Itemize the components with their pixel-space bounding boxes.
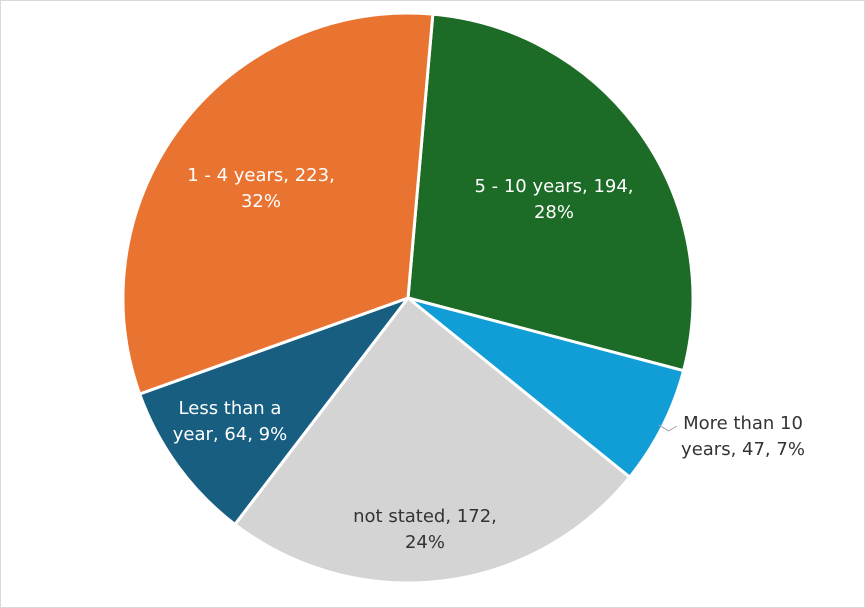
slice-label-line: 1 - 4 years, 223, bbox=[187, 165, 335, 186]
slice-label-line: 24% bbox=[405, 532, 445, 553]
pie-slices bbox=[121, 11, 695, 585]
slice-label-not-stated: not stated, 172, 24% bbox=[353, 506, 497, 553]
slice-label-line: Less than a bbox=[179, 398, 282, 419]
slice-label-5-10-years: 5 - 10 years, 194, 28% bbox=[474, 176, 633, 223]
slice-labels: 5 - 10 years, 194, 28% More than 10 years, … bbox=[173, 165, 805, 553]
leader-lines bbox=[658, 424, 678, 432]
slice-label-line: 5 - 10 years, 194, bbox=[474, 176, 633, 197]
slice-label-line: More than 10 bbox=[683, 413, 803, 434]
slice-label-1-4-years: 1 - 4 years, 223, 32% bbox=[187, 165, 335, 212]
pie-slice-less-than-a-year bbox=[138, 296, 410, 526]
slice-label-line: year, 64, 9% bbox=[173, 424, 288, 445]
slice-label-line: 32% bbox=[241, 191, 281, 212]
slice-label-line: not stated, 172, bbox=[353, 506, 497, 527]
pie-slice-1-4-years bbox=[121, 11, 435, 396]
slice-label-less-than-a-year: Less than a year, 64, 9% bbox=[173, 398, 288, 445]
pie-slice-not-stated bbox=[233, 296, 632, 585]
leader-line-more-than-10-years bbox=[658, 424, 678, 432]
pie-slice-5-10-years bbox=[406, 12, 695, 373]
slice-label-more-than-10-years: More than 10 years, 47, 7% bbox=[681, 413, 805, 460]
slice-label-line: years, 47, 7% bbox=[681, 439, 805, 460]
slice-label-line: 28% bbox=[534, 202, 574, 223]
